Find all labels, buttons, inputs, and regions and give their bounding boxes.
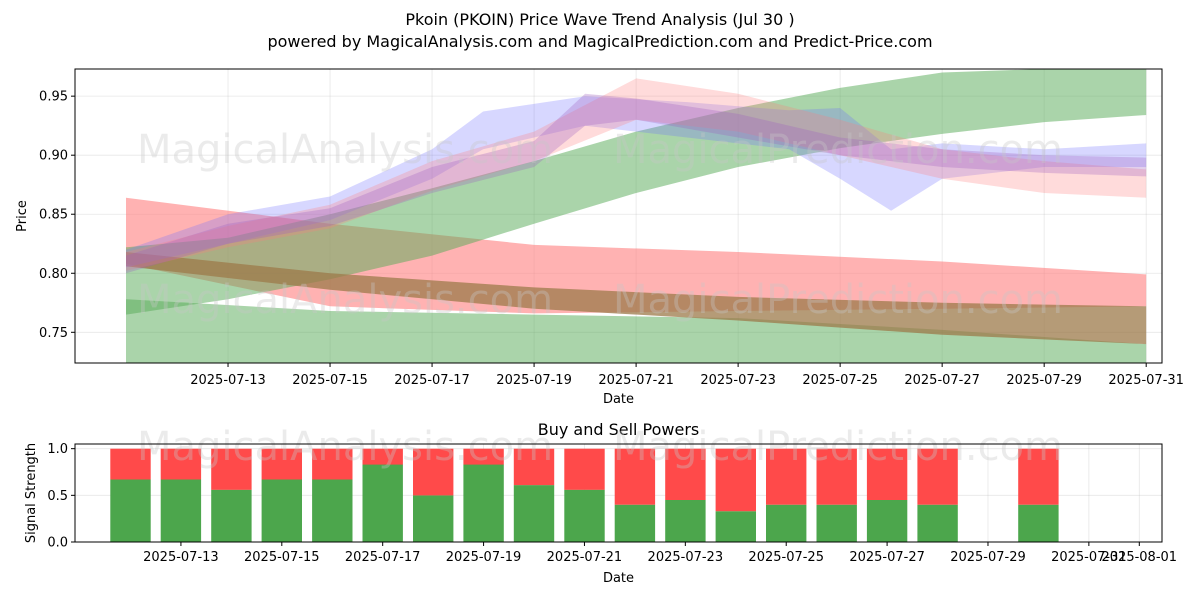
- buy-bar: [1018, 504, 1059, 542]
- price-x-tick-label: 2025-07-31: [1108, 373, 1184, 388]
- buy-bar: [614, 504, 656, 542]
- watermark-analysis-bottom: MagicalAnalysis.com: [137, 424, 553, 470]
- buy-bar: [665, 500, 706, 542]
- buy-sell-x-tick-label: 2025-07-21: [547, 550, 623, 565]
- price-y-tick-label: 0.95: [39, 90, 68, 105]
- sell-bar: [463, 448, 504, 465]
- buy-sell-title: Buy and Sell Powers: [538, 420, 700, 439]
- sell-bar: [1018, 448, 1059, 505]
- watermark-analysis-mid: MagicalAnalysis.com: [137, 277, 553, 323]
- watermark-prediction-mid: MagicalPrediction.com: [613, 277, 1063, 323]
- buy-sell-x-tick-label: 2025-07-25: [748, 550, 824, 565]
- price-y-tick-label: 0.85: [39, 208, 68, 223]
- buy-sell-x-axis-label: Date: [603, 571, 634, 586]
- buy-bar: [564, 489, 605, 542]
- sell-bar: [362, 448, 403, 465]
- buy-bar: [766, 504, 807, 542]
- buy-sell-plot-frame: [74, 443, 1163, 543]
- price-x-tick-label: 2025-07-19: [496, 373, 572, 388]
- price-x-tick-label: 2025-07-23: [700, 373, 776, 388]
- watermark-prediction-bottom: MagicalPrediction.com: [613, 424, 1063, 470]
- sell-bar: [513, 448, 555, 486]
- buy-sell-x-tick-label: 2025-07-19: [446, 550, 522, 565]
- buy-bar: [110, 479, 151, 542]
- sell-bar: [110, 448, 151, 480]
- price-band-blue: [126, 96, 1147, 268]
- sell-bar: [866, 448, 908, 500]
- buy-sell-bars: [110, 448, 1059, 542]
- buy-sell-x-tick-label: 2025-07-15: [244, 550, 320, 565]
- watermark-analysis-top: MagicalAnalysis.com: [137, 127, 553, 173]
- buy-sell-y-tick-label: 0.0: [47, 536, 68, 551]
- price-band-green: [126, 69, 1147, 315]
- chart-subtitle: powered by MagicalAnalysis.com and Magic…: [267, 32, 932, 51]
- buy-bar: [413, 495, 454, 542]
- buy-sell-x-tick-label: 2025-07-23: [648, 550, 724, 565]
- sell-bar: [261, 448, 302, 480]
- price-x-tick-label: 2025-07-15: [292, 373, 368, 388]
- buy-bar: [917, 504, 958, 542]
- buy-sell-x-tick-label: 2025-07-17: [345, 550, 421, 565]
- price-y-ticks: 0.75 0.80 0.85 0.90 0.95: [39, 90, 75, 341]
- sell-bar: [715, 448, 756, 512]
- buy-sell-x-tick-label: 2025-08-01: [1102, 550, 1178, 565]
- buy-sell-y-tick-label: 0.5: [47, 489, 68, 504]
- buy-sell-y-ticks: 0.0 0.5 1.0: [47, 442, 75, 551]
- buy-bar: [816, 504, 857, 542]
- sell-bar: [917, 448, 958, 505]
- buy-sell-x-tick-label: 2025-07-31: [1051, 550, 1127, 565]
- buy-bar: [160, 479, 202, 542]
- sell-bar: [160, 448, 202, 480]
- price-y-tick-label: 0.80: [39, 267, 68, 282]
- price-y-tick-label: 0.75: [39, 326, 68, 341]
- buy-sell-x-tick-label: 2025-07-27: [849, 550, 925, 565]
- price-band-red: [126, 78, 1147, 271]
- price-x-ticks: 2025-07-13 2025-07-15 2025-07-17 2025-07-19…: [190, 363, 1184, 388]
- price-x-tick-label: 2025-07-13: [190, 373, 266, 388]
- price-x-tick-label: 2025-07-29: [1006, 373, 1082, 388]
- sell-bar: [816, 448, 857, 505]
- price-y-axis-label: Price: [15, 200, 30, 232]
- price-band-brown: [126, 252, 1147, 345]
- buy-sell-y-axis-label: Signal Strength: [24, 443, 39, 543]
- price-x-tick-label: 2025-07-25: [802, 373, 878, 388]
- price-x-tick-label: 2025-07-27: [904, 373, 980, 388]
- price-x-tick-label: 2025-07-17: [394, 373, 470, 388]
- sell-bar: [665, 448, 706, 500]
- chart-title: Pkoin (PKOIN) Price Wave Trend Analysis …: [405, 10, 794, 29]
- buy-bar: [463, 464, 504, 542]
- buy-sell-x-tick-label: 2025-07-29: [950, 550, 1026, 565]
- buy-sell-x-ticks: 2025-07-13 2025-07-15 2025-07-17 2025-07-19…: [143, 542, 1177, 565]
- sell-bar: [766, 448, 807, 505]
- watermark-prediction-top: MagicalPrediction.com: [613, 127, 1063, 173]
- buy-sell-y-tick-label: 1.0: [47, 442, 68, 457]
- price-plot-frame: [74, 68, 1163, 364]
- price-x-axis-label: Date: [603, 392, 634, 407]
- buy-bar: [312, 479, 353, 542]
- sell-bar: [614, 448, 656, 505]
- price-x-tick-label: 2025-07-21: [598, 373, 674, 388]
- buy-bar: [513, 485, 555, 542]
- sell-bar: [211, 448, 252, 490]
- buy-bar: [211, 489, 252, 542]
- price-band-green: [126, 299, 1147, 363]
- price-wave-panel: MagicalAnalysis.com MagicalPrediction.co…: [15, 68, 1184, 407]
- buy-sell-panel: Buy and Sell Powers MagicalAnalysis.com …: [24, 420, 1177, 586]
- buy-bar: [261, 479, 302, 542]
- buy-bar: [866, 500, 908, 542]
- buy-bar: [362, 464, 403, 542]
- sell-bar: [413, 448, 454, 496]
- buy-bar: [715, 511, 756, 542]
- buy-sell-x-tick-label: 2025-07-13: [143, 550, 219, 565]
- sell-bar: [312, 448, 353, 480]
- sell-bar: [564, 448, 605, 490]
- price-y-tick-label: 0.90: [39, 149, 68, 164]
- price-bands: [126, 69, 1147, 363]
